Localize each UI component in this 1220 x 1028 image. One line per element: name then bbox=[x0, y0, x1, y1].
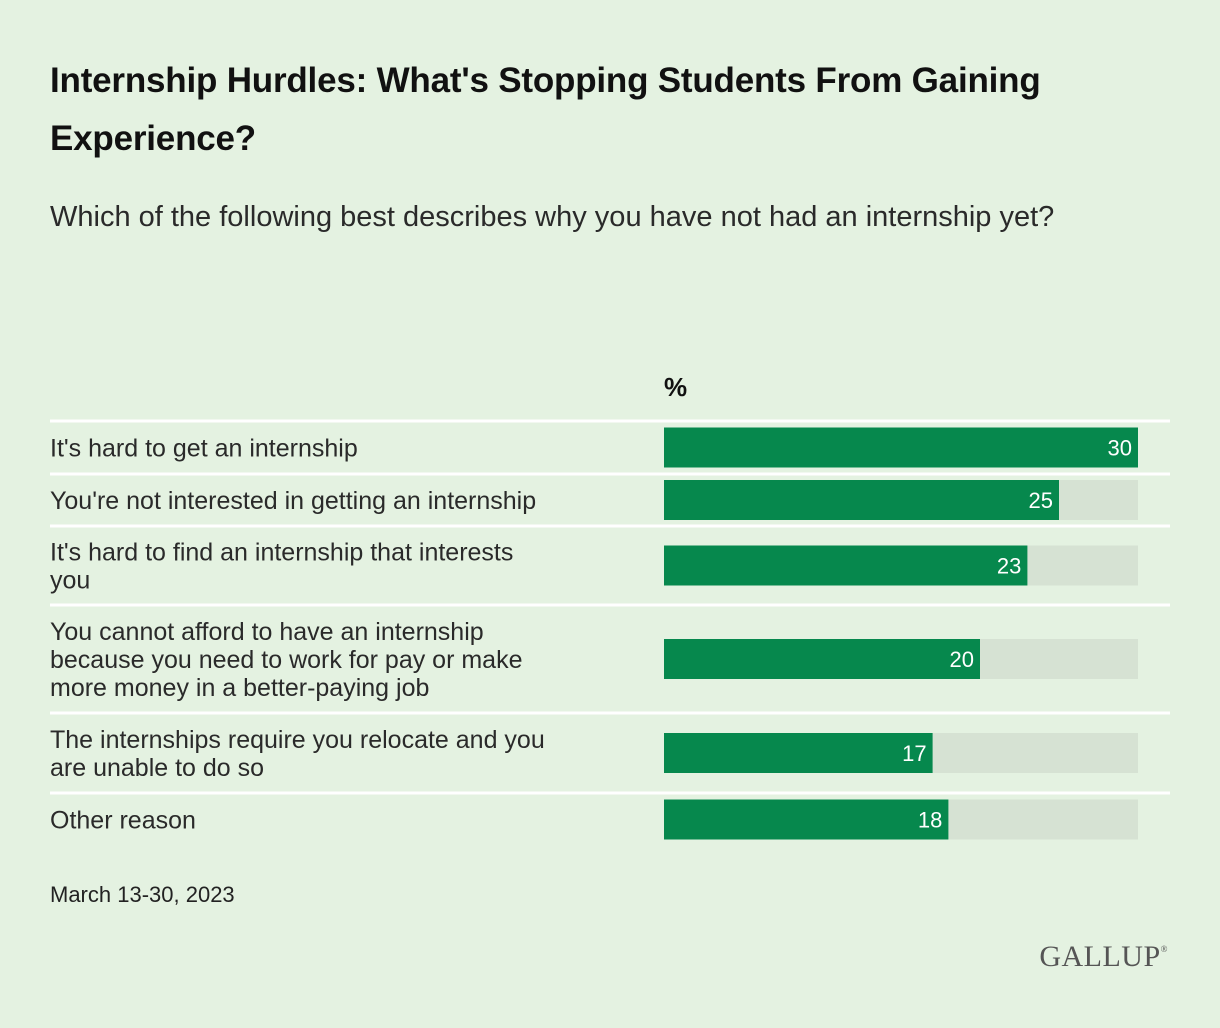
category-label-line: You cannot afford to have an internship bbox=[50, 618, 484, 646]
gallup-logo: GALLUP® bbox=[1039, 940, 1168, 974]
data-label: 17 bbox=[902, 741, 926, 766]
category-label: It's hard to get an internship bbox=[50, 435, 358, 463]
category-label-line: Other reason bbox=[50, 807, 196, 835]
registered-mark: ® bbox=[1160, 944, 1168, 954]
category-label-line: The internships require you relocate and… bbox=[50, 726, 545, 754]
brand-name: GALLUP bbox=[1039, 940, 1161, 973]
category-label-line: more money in a better-paying job bbox=[50, 674, 429, 702]
survey-date: March 13-30, 2023 bbox=[50, 882, 235, 907]
data-label: 25 bbox=[1029, 488, 1053, 513]
category-label-line: You're not interested in getting an inte… bbox=[50, 487, 536, 515]
data-label: 18 bbox=[918, 808, 942, 833]
chart-title: Internship Hurdles: What's Stopping Stud… bbox=[50, 61, 1041, 158]
category-label: Other reason bbox=[50, 807, 196, 835]
bar bbox=[664, 480, 1059, 520]
bar bbox=[664, 545, 1028, 586]
bar bbox=[664, 733, 933, 773]
category-label-line: are unable to do so bbox=[50, 754, 264, 782]
category-label-line: It's hard to get an internship bbox=[50, 435, 358, 463]
data-label: 20 bbox=[950, 647, 974, 672]
category-label: You cannot afford to have an internship b… bbox=[50, 618, 523, 702]
category-label: It's hard to find an internship that int… bbox=[50, 539, 513, 595]
bar bbox=[664, 639, 980, 679]
data-label: 30 bbox=[1108, 436, 1132, 461]
category-label: You're not interested in getting an inte… bbox=[50, 487, 536, 515]
bar bbox=[664, 427, 1138, 468]
unit-label: % bbox=[664, 372, 688, 402]
chart-subtitle: Which of the following best describes wh… bbox=[50, 201, 1055, 233]
category-label: The internships require you relocate and… bbox=[50, 726, 545, 782]
category-label-line: because you need to work for pay or make bbox=[50, 646, 523, 674]
category-label-line: It's hard to find an internship that int… bbox=[50, 539, 513, 567]
bar bbox=[664, 799, 949, 840]
data-label: 23 bbox=[997, 554, 1021, 579]
category-label-line: you bbox=[50, 567, 90, 595]
